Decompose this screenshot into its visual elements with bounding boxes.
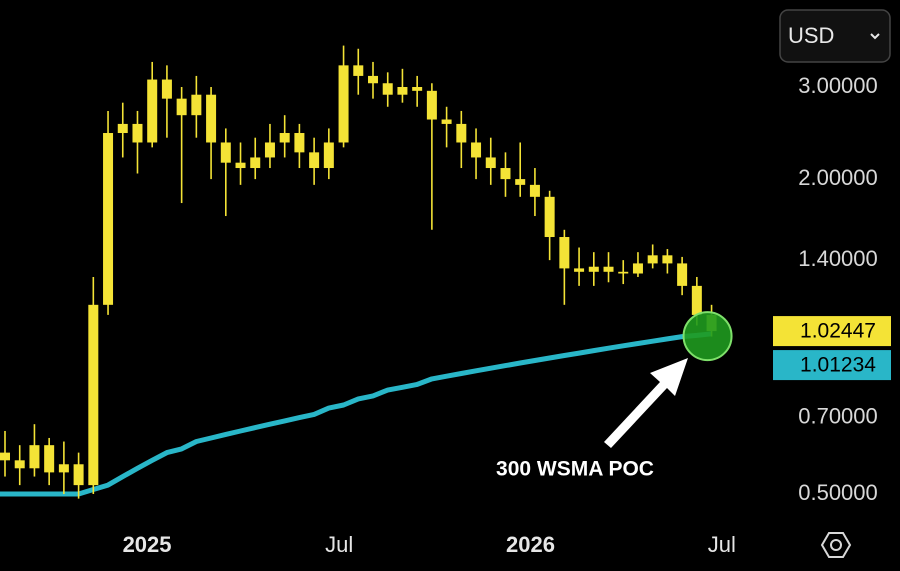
candle-body [88, 304, 99, 486]
x-tick-label: 2026 [506, 532, 555, 557]
candle-body [103, 133, 114, 305]
candle-body [14, 460, 25, 469]
candle-body [647, 255, 658, 264]
candle-body [368, 75, 378, 84]
wsma-line [0, 331, 712, 497]
candle-body [73, 464, 84, 486]
candle-body [588, 266, 599, 272]
candle-body [147, 79, 158, 143]
candle-body [426, 90, 437, 120]
candle-body [529, 184, 540, 197]
candle-body [44, 445, 55, 473]
y-tick-label: 1.40000 [798, 246, 878, 271]
candle-body [397, 87, 408, 95]
dropdown-caret[interactable] [870, 33, 880, 40]
candle-body [206, 94, 217, 143]
currency-text[interactable]: USD [788, 23, 834, 48]
poc-highlight [682, 311, 733, 362]
candle-body [220, 142, 231, 163]
price-badge [773, 316, 891, 347]
candle-body [309, 152, 320, 169]
candle-body [559, 237, 570, 269]
currency-selector[interactable]: USD [779, 9, 891, 63]
candle-body [132, 123, 143, 143]
x-tick-label: Jul [325, 532, 353, 557]
y-tick-label: 0.70000 [798, 403, 878, 428]
candle-body [323, 142, 334, 169]
candle-body [618, 271, 629, 274]
candle-body [353, 65, 364, 76]
price-badge-label: 1.02447 [800, 320, 876, 343]
candle-body [603, 266, 614, 272]
candle-body [691, 285, 702, 315]
candle-body [294, 133, 305, 153]
wsma-badge-label: 1.01234 [800, 354, 876, 377]
y-tick-label: 0.50000 [798, 480, 878, 505]
candle-body [176, 98, 187, 116]
candle-body [58, 464, 69, 473]
candle-body [382, 83, 393, 95]
y-tick-label: 3.00000 [798, 73, 878, 98]
candle-body [662, 255, 673, 264]
candle-body [544, 196, 555, 238]
candle-body [441, 119, 452, 124]
candle-body [235, 162, 246, 169]
annotation-arrow [604, 358, 688, 448]
candle-body [456, 123, 467, 143]
candle-body [574, 268, 585, 272]
candle-body [264, 142, 275, 158]
x-tick-label: Jul [708, 532, 736, 557]
settings-dot[interactable] [830, 539, 842, 551]
candle-body [0, 452, 10, 461]
candle-body [338, 65, 349, 143]
candle-body [485, 157, 496, 169]
candle-body [161, 79, 172, 99]
candle-body [250, 157, 261, 169]
candle-body [471, 142, 482, 158]
candle-body [677, 263, 688, 286]
candle-body [500, 168, 511, 180]
candle-body [191, 94, 202, 116]
candle-body [117, 123, 128, 134]
candle-body [279, 133, 290, 143]
plot-area: 3.00000 2.00000 1.40000 0.70000 0.50000 2025 J… [0, 45, 891, 557]
annotation-text: 300 WSMA POC [496, 458, 654, 481]
wsma-badge [773, 350, 891, 381]
candle-body [29, 445, 40, 469]
currency-box[interactable] [779, 9, 891, 63]
settings-button[interactable] [820, 532, 852, 558]
candle-body [515, 179, 526, 185]
settings-hexagon[interactable] [820, 532, 852, 558]
candle-body [632, 263, 643, 274]
y-tick-label: 2.00000 [798, 165, 878, 190]
candle-body [412, 87, 423, 91]
x-tick-label: 2025 [123, 532, 172, 557]
